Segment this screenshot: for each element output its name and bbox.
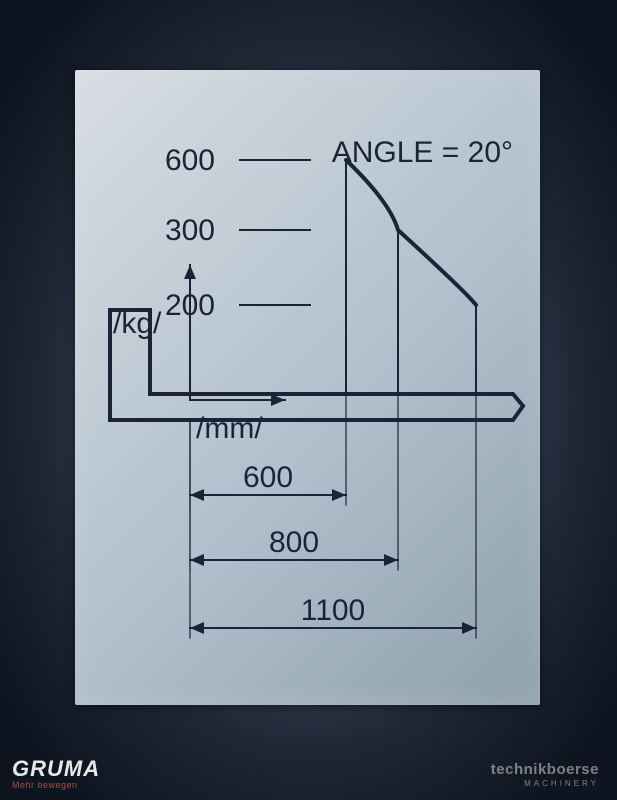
watermark: technikboerse MACHINERY (491, 761, 599, 788)
svg-text:600: 600 (243, 461, 293, 494)
watermark-brand: technikboerse (491, 761, 599, 778)
capacity-label-plate: ANGLE = 20°600300200/kg//mm/6008001100 (75, 70, 540, 705)
gruma-logo-block: GRUMA Mehr bewegen (12, 756, 100, 790)
gruma-logo-text: GRUMA (12, 756, 100, 782)
capacity-diagram-svg: ANGLE = 20°600300200/kg//mm/6008001100 (75, 70, 540, 705)
watermark-sub: MACHINERY (524, 779, 599, 788)
svg-text:1100: 1100 (301, 594, 366, 627)
photo-background: ANGLE = 20°600300200/kg//mm/6008001100 G… (0, 0, 617, 800)
svg-text:600: 600 (165, 144, 215, 177)
svg-text:300: 300 (165, 214, 215, 247)
svg-text:ANGLE = 20°: ANGLE = 20° (332, 136, 513, 169)
svg-text:/mm/: /mm/ (196, 412, 263, 445)
svg-text:800: 800 (269, 526, 319, 559)
